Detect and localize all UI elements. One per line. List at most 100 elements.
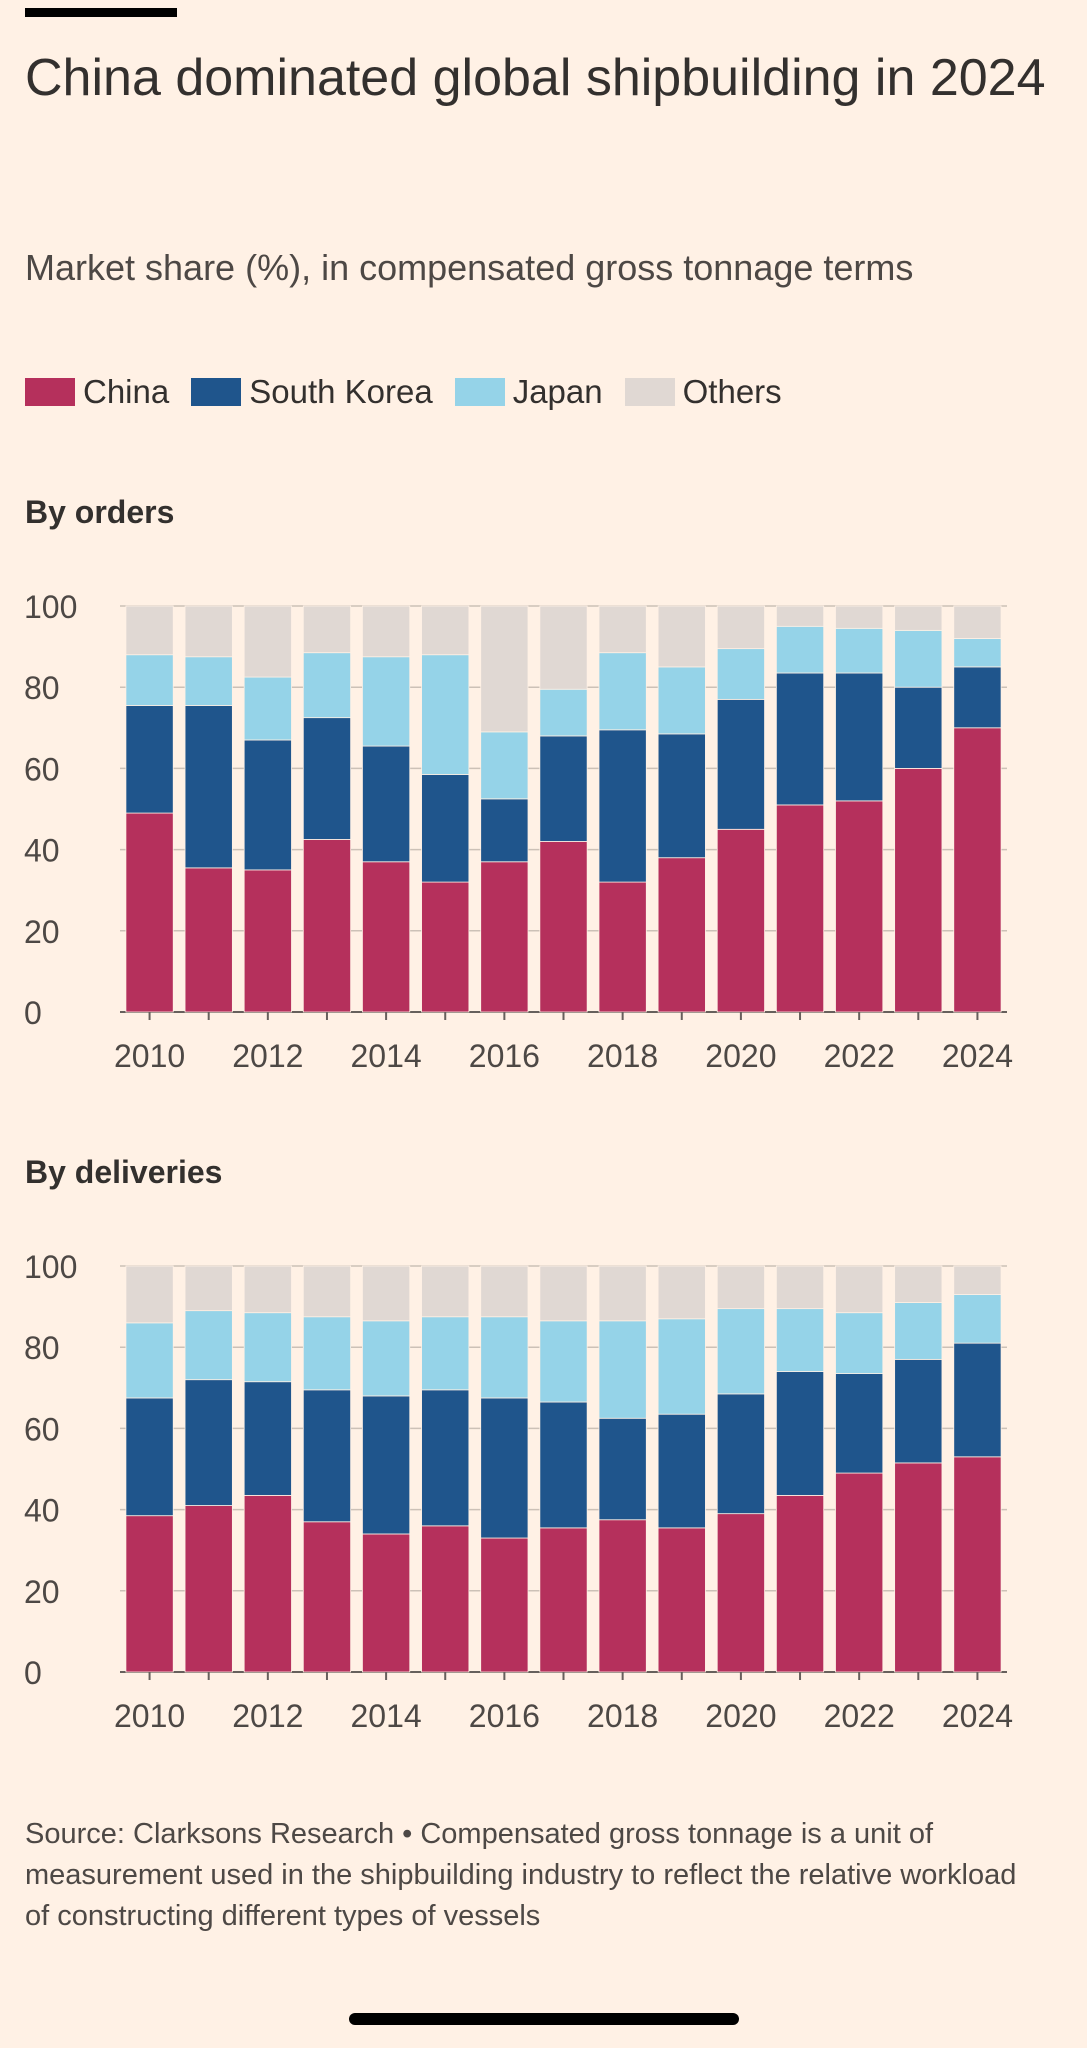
deliveries-bar-others-2020 [716,1265,765,1310]
deliveries-bar-south-korea-2012 [243,1381,292,1496]
orders-bar-south-korea-2017 [539,735,588,842]
orders-bar-japan-2022 [835,627,884,674]
deliveries-y-tick-label: 60 [24,1411,60,1447]
deliveries-bar-china-2022 [835,1472,884,1673]
orders-bar-japan-2013 [302,652,352,719]
deliveries-bar-south-korea-2014 [362,1395,411,1535]
brand-accent-bar [25,8,177,17]
home-indicator[interactable] [349,2013,739,2025]
deliveries-bar-china-2023 [894,1462,943,1673]
deliveries-bar-china-2013 [302,1521,352,1673]
legend-swatch-japan [454,378,505,406]
orders-bar-japan-2014 [362,656,411,747]
legend-label-japan: Japan [512,373,603,410]
deliveries-bar-china-2015 [421,1525,470,1673]
deliveries-bar-japan-2016 [480,1316,529,1399]
deliveries-bar-others-2023 [894,1265,943,1303]
deliveries-bar-others-2024 [953,1265,1002,1295]
deliveries-bar-south-korea-2016 [480,1397,529,1539]
deliveries-bar-japan-2019 [657,1318,706,1415]
orders-bar-south-korea-2010 [125,705,174,814]
orders-y-tick-label: 100 [24,589,77,625]
orders-bar-japan-2023 [894,629,943,688]
orders-bar-others-2011 [184,605,233,658]
orders-x-tick-label: 2022 [824,1038,895,1074]
deliveries-bar-china-2024 [953,1456,1002,1673]
orders-bar-china-2022 [835,800,884,1013]
orders-bar-south-korea-2014 [362,745,411,863]
deliveries-bar-others-2016 [480,1265,529,1318]
deliveries-bar-japan-2024 [953,1294,1002,1344]
orders-bar-south-korea-2012 [243,739,292,871]
orders-bar-others-2021 [775,605,825,627]
orders-bar-japan-2017 [539,688,588,737]
orders-bar-china-2013 [302,839,352,1013]
orders-panel-title: By orders [25,494,175,530]
orders-bar-others-2024 [953,605,1002,639]
deliveries-y-tick-label: 100 [24,1249,77,1285]
orders-bar-japan-2015 [421,654,470,775]
deliveries-bar-others-2015 [421,1265,470,1318]
orders-bar-others-2015 [421,605,470,656]
deliveries-panel-title: By deliveries [25,1154,223,1190]
deliveries-bar-japan-2015 [421,1316,470,1391]
deliveries-x-tick-label: 2010 [114,1698,185,1734]
deliveries-bar-others-2022 [835,1265,884,1314]
orders-bar-south-korea-2011 [184,705,233,869]
deliveries-bar-others-2010 [125,1265,174,1324]
deliveries-x-tick-label: 2016 [469,1698,540,1734]
legend: China South Korea Japan Others [25,370,804,414]
orders-x-tick-label: 2024 [942,1038,1013,1074]
deliveries-bar-south-korea-2019 [657,1413,706,1529]
deliveries-bar-japan-2018 [598,1320,647,1419]
deliveries-bar-china-2019 [657,1527,706,1673]
orders-bar-japan-2012 [243,676,292,741]
orders-bar-others-2016 [480,605,529,733]
deliveries-bar-japan-2010 [125,1322,174,1399]
orders-bar-china-2021 [775,804,825,1013]
orders-bar-china-2020 [716,828,765,1013]
orders-bar-japan-2024 [953,638,1002,668]
legend-item-south-korea: South Korea [191,373,433,411]
deliveries-bar-japan-2011 [184,1310,233,1381]
orders-bar-china-2019 [657,857,706,1013]
orders-bar-china-2016 [480,861,529,1013]
orders-bar-others-2022 [835,605,884,629]
orders-y-tick-label: 40 [24,833,60,869]
orders-bar-china-2014 [362,861,411,1013]
orders-x-tick-label: 2014 [351,1038,422,1074]
deliveries-x-tick-label: 2012 [232,1698,303,1734]
orders-bar-south-korea-2021 [775,672,825,806]
deliveries-bar-china-2010 [125,1515,174,1673]
legend-label-south-korea: South Korea [249,373,433,410]
source-note: Source: Clarksons Research • Compensated… [25,1818,1017,1932]
deliveries-bar-china-2016 [480,1537,529,1673]
deliveries-bar-china-2011 [184,1505,233,1673]
deliveries-bar-others-2019 [657,1265,706,1320]
orders-x-tick-label: 2010 [114,1038,185,1074]
chart-subtitle: Market share (%), in compensated gross t… [25,247,914,288]
orders-bar-others-2017 [539,605,588,690]
orders-bar-others-2014 [362,605,411,658]
orders-bar-china-2012 [243,869,292,1013]
deliveries-bar-china-2021 [775,1494,825,1673]
deliveries-x-tick-label: 2018 [587,1698,658,1734]
orders-bar-others-2019 [657,605,706,668]
deliveries-bar-others-2021 [775,1265,825,1310]
deliveries-bar-china-2014 [362,1533,411,1673]
legend-label-others: Others [682,373,782,410]
orders-chart: 0 20 40 60 80 100 2010 2012 2014 2016 2018 2020 2022… [24,589,1013,1074]
orders-bar-japan-2019 [657,666,706,735]
orders-bar-south-korea-2016 [480,798,529,863]
orders-bar-south-korea-2013 [302,717,352,840]
deliveries-bar-japan-2014 [362,1320,411,1397]
deliveries-chart: 0 20 40 60 80 100 2010 2012 2014 2016 2018 2020 2022… [24,1249,1013,1734]
orders-bar-others-2018 [598,605,647,654]
orders-bar-south-korea-2020 [716,698,765,830]
deliveries-bar-others-2017 [539,1265,588,1322]
orders-bar-japan-2016 [480,731,529,800]
deliveries-bar-south-korea-2018 [598,1417,647,1521]
deliveries-bar-south-korea-2022 [835,1373,884,1474]
deliveries-bar-china-2020 [716,1513,765,1673]
orders-bar-china-2024 [953,727,1002,1013]
